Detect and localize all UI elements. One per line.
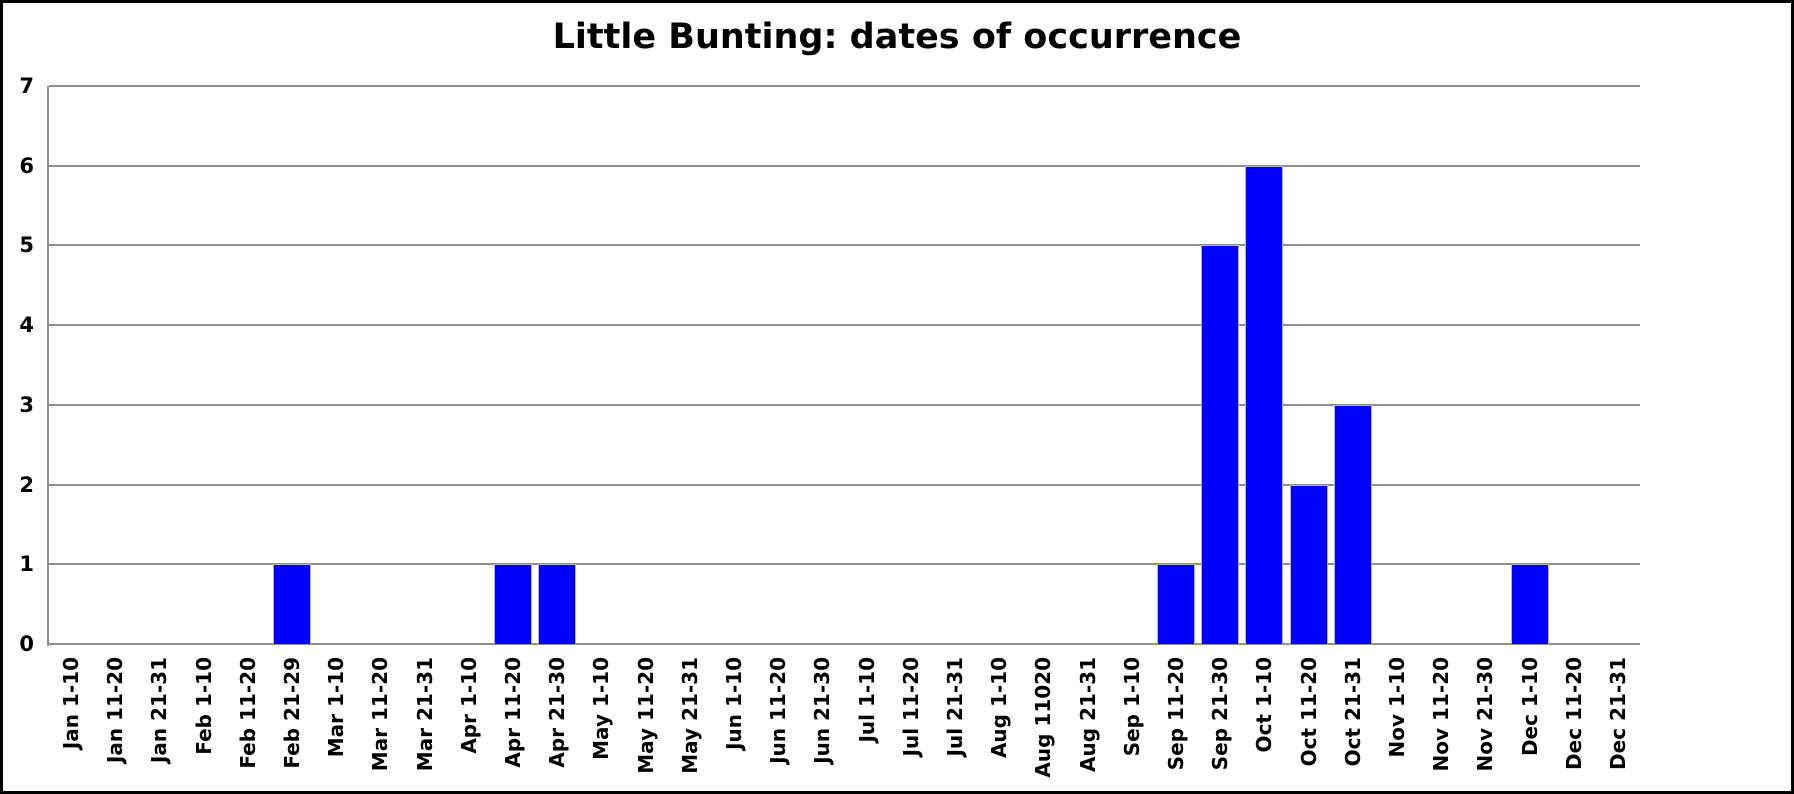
x-tick-label: Dec 11-20 (1561, 657, 1586, 770)
x-tick-label: Feb 21-29 (280, 657, 305, 769)
x-tick-label: Jun 21-30 (810, 657, 835, 764)
x-tick-label: Apr 1-10 (456, 657, 481, 754)
x-tick-label: Nov 1-10 (1384, 657, 1409, 758)
x-tick-label: Oct 21-31 (1340, 657, 1365, 767)
x-tick-label: May 21-31 (677, 657, 702, 774)
x-tick-label: Aug 21-31 (1075, 657, 1100, 772)
x-tick-label: May 11-20 (633, 657, 658, 774)
x-tick-label: Jul 21-31 (942, 657, 967, 757)
x-tick-label: Mar 21-31 (412, 657, 437, 772)
bar-feb-21-29 (273, 564, 312, 644)
bar-sep-21-30 (1201, 245, 1240, 644)
y-tick-label-2: 2 (19, 472, 34, 497)
y-tick-label-1: 1 (19, 552, 34, 577)
bar-oct-21-31 (1333, 404, 1372, 644)
bar-apr-21-30 (538, 564, 577, 644)
x-tick-label: Feb 11-20 (235, 657, 260, 769)
x-tick-label: Apr 21-30 (545, 657, 570, 768)
x-tick-label: Nov 21-30 (1473, 657, 1498, 772)
y-tick-label-3: 3 (19, 392, 34, 417)
bar-dec-1-10 (1510, 564, 1549, 644)
gridline-y1 (49, 563, 1640, 566)
y-tick-label-0: 0 (19, 632, 34, 656)
x-tick-label: Oct 1-10 (1252, 657, 1277, 753)
x-tick-label: Nov 11-20 (1429, 657, 1454, 772)
gridline-y5 (49, 244, 1640, 247)
gridline-y0 (49, 643, 1640, 645)
x-tick-label: Apr 11-20 (501, 657, 526, 768)
y-tick-label-4: 4 (19, 313, 34, 338)
x-tick-label: Dec 1-10 (1517, 657, 1542, 757)
x-tick-label: Mar 11-20 (368, 657, 393, 772)
x-tick-label: Jun 1-10 (722, 657, 746, 750)
gridline-y7 (49, 85, 1640, 87)
x-tick-label: Sep 11-20 (1163, 657, 1188, 771)
x-tick-label: Feb 1-10 (191, 657, 216, 755)
x-tick-label: Aug 11020 (1031, 657, 1056, 778)
gridline-y2 (49, 483, 1640, 486)
x-tick-label: Jan 1-10 (59, 657, 84, 750)
y-axis-line (47, 86, 49, 646)
gridline-y6 (49, 164, 1640, 167)
x-tick-label: Sep 1-10 (1119, 657, 1144, 757)
y-tick-label-6: 6 (19, 153, 34, 178)
y-tick-label-7: 7 (19, 74, 34, 98)
bar-sep-11-20 (1156, 564, 1195, 644)
bar-oct-1-10 (1245, 165, 1284, 644)
plot-area (47, 85, 1640, 646)
chart-title: Little Bunting: dates of occurrence (552, 17, 1242, 57)
x-tick-label: Sep 21-30 (1208, 657, 1233, 771)
y-tick-label-5: 5 (19, 233, 34, 258)
x-tick-label: Jan 11-20 (103, 657, 128, 764)
x-tick-label: Aug 1-10 (987, 657, 1012, 759)
x-tick-label: Mar 1-10 (324, 657, 349, 758)
bar-apr-11-20 (494, 564, 533, 644)
gridline-y3 (49, 403, 1640, 406)
x-tick-label: Dec 21-31 (1605, 657, 1630, 770)
x-tick-label: Jun 11-20 (766, 657, 791, 764)
x-tick-label: Jan 21-31 (147, 657, 172, 764)
bar-oct-11-20 (1289, 484, 1328, 644)
x-tick-label: Jul 1-10 (854, 657, 879, 743)
x-tick-label: Jul 11-20 (898, 657, 923, 757)
x-tick-label: Oct 11-20 (1296, 657, 1321, 767)
gridline-y4 (49, 324, 1640, 327)
x-tick-label: May 1-10 (589, 657, 614, 760)
